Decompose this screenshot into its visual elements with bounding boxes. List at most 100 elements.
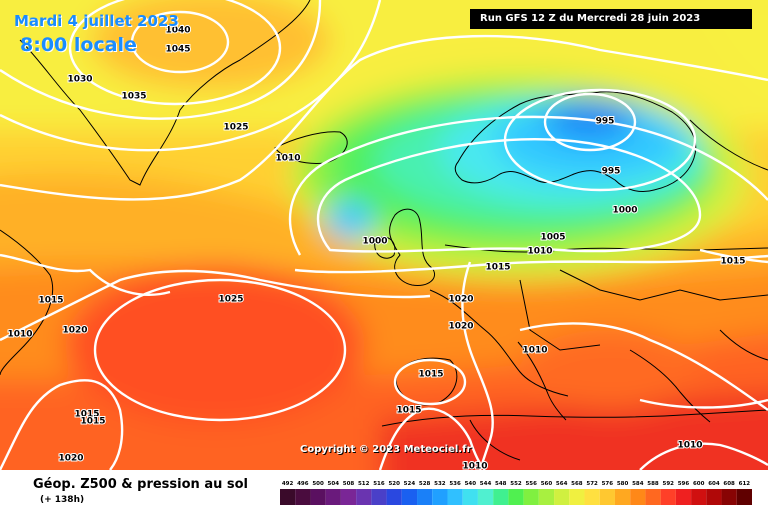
scale-label: 544 [480, 481, 492, 487]
scale-label: 508 [343, 481, 355, 487]
scale-label: 540 [465, 481, 477, 487]
isobar-label: 1020 [448, 295, 473, 305]
isobar-label: 1015 [485, 263, 510, 273]
isobar-labels: 1040 1045 1030 1035 1025 1010 995 995 1000 1000 10… [6, 25, 746, 471]
isobar-label: 1015 [396, 406, 421, 416]
scale-label: 548 [495, 481, 507, 487]
scale-label: 552 [510, 481, 522, 487]
isobar-label: 1015 [720, 257, 745, 267]
isobar-label: 1015 [418, 370, 443, 380]
scale-swatch [432, 489, 448, 505]
scale-label: 612 [739, 481, 751, 487]
forecast-date: Mardi 4 juillet 2023 [14, 12, 179, 30]
isobar-label: 1030 [67, 75, 92, 85]
scale-swatch [371, 489, 387, 505]
isobar-label: 1045 [165, 45, 190, 55]
scale-label: 572 [586, 481, 598, 487]
scale-label: 576 [602, 481, 614, 487]
scale-label: 584 [632, 481, 644, 487]
scale-label: 492 [282, 481, 294, 487]
scale-swatch [569, 489, 585, 505]
scale-swatch [477, 489, 494, 505]
scale-swatch [462, 489, 478, 505]
scale-label: 588 [647, 481, 659, 487]
scale-label: 500 [312, 481, 324, 487]
scale-swatch [645, 489, 661, 505]
scale-swatch [721, 489, 737, 505]
scale-label: 592 [663, 481, 675, 487]
isobar-label: 1005 [540, 233, 565, 243]
scale-swatch [447, 489, 463, 505]
scale-swatch [599, 489, 615, 505]
run-info: Run GFS 12 Z du Mercredi 28 juin 2023 [470, 9, 752, 29]
scale-label: 532 [434, 481, 446, 487]
scale-swatch [386, 489, 402, 505]
scale-swatch [508, 489, 524, 505]
isobar-label: 1010 [462, 462, 487, 471]
scale-label: 520 [388, 481, 400, 487]
scale-swatch [660, 489, 676, 505]
scale-label: 604 [708, 481, 720, 487]
isobar-label: 1015 [38, 296, 63, 306]
scale-label: 536 [449, 481, 461, 487]
legend-title: Géop. Z500 & pression au sol [33, 477, 248, 492]
isobar-label: 1025 [218, 295, 243, 305]
scale-label: 580 [617, 481, 629, 487]
isobar-label: 1020 [448, 322, 473, 332]
scale-swatch [493, 489, 509, 505]
scale-swatch [523, 489, 539, 505]
scale-swatch [554, 489, 570, 505]
scale-swatch [356, 489, 372, 505]
forecast-time: 8:00 locale [20, 34, 137, 56]
isobar-label: 1040 [165, 26, 190, 36]
scale-swatch [295, 489, 311, 505]
scale-label: 524 [404, 481, 416, 487]
isobar-lines [0, 0, 768, 470]
scale-label: 560 [541, 481, 553, 487]
copyright: Copyright © 2023 Meteociel.fr [300, 444, 472, 455]
scale-swatch [310, 489, 326, 505]
scale-swatch [401, 489, 418, 505]
scale-swatch [614, 489, 631, 505]
scale-swatch [280, 489, 296, 505]
isobar-label: 1000 [362, 237, 387, 247]
legend-subtitle: (+ 138h) [40, 495, 85, 505]
scale-label: 568 [571, 481, 583, 487]
scale-swatch [675, 489, 692, 505]
isobar-label: 1010 [7, 330, 32, 340]
isobar-label: 1025 [223, 123, 248, 133]
scale-label: 556 [525, 481, 537, 487]
isobar-label: 995 [596, 117, 615, 127]
scale-swatch [691, 489, 707, 505]
isobar-label: 1020 [62, 326, 87, 336]
isobar-label: 1015 [74, 410, 99, 420]
scale-swatch [706, 489, 722, 505]
isobar-label: 1035 [121, 92, 146, 102]
scale-swatch [325, 489, 341, 505]
scale-label: 528 [419, 481, 431, 487]
scale-label: 596 [678, 481, 690, 487]
isobar-label: 1010 [522, 346, 547, 356]
scale-swatch [538, 489, 555, 505]
scale-swatch [340, 489, 357, 505]
scale-swatch [417, 489, 433, 505]
scale-label: 504 [328, 481, 340, 487]
isobar-label: 1010 [275, 154, 300, 164]
scale-label: 512 [358, 481, 370, 487]
pressure-map: 1040 1045 1030 1035 1025 1010 995 995 1000 1000 10… [0, 0, 768, 470]
isobar-label: 1010 [527, 247, 552, 257]
scale-label: 600 [693, 481, 705, 487]
isobar-label: 995 [602, 167, 621, 177]
scale-swatch [584, 489, 600, 505]
scale-label: 608 [723, 481, 735, 487]
scale-label: 516 [373, 481, 385, 487]
color-scale: 492 496 500 504 508 512 516 520 524 528 532 536 540 5… [280, 481, 752, 505]
scale-swatch [630, 489, 646, 505]
isobar-label: 1000 [612, 206, 637, 216]
isobar-label: 1010 [677, 441, 702, 451]
scale-label: 564 [556, 481, 568, 487]
scale-label: 496 [297, 481, 309, 487]
isobar-label: 1020 [58, 454, 83, 464]
scale-swatch [736, 489, 752, 505]
